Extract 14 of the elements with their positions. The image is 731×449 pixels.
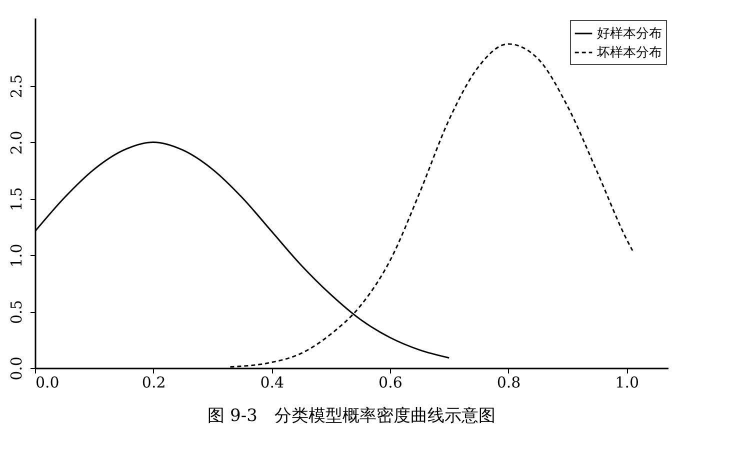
x-tick-label: 1.0	[615, 374, 640, 392]
x-tick-label: 0.8	[496, 374, 521, 392]
y-tick-label: 1.0	[8, 244, 26, 268]
x-tick-label: 0.0	[36, 374, 60, 392]
legend-label: 坏样本分布	[596, 46, 662, 60]
y-tick-label: 0.5	[8, 300, 26, 324]
x-tick-label: 0.6	[378, 374, 402, 392]
caption: 图 9-3 分类模型概率密度曲线示意图	[208, 406, 496, 426]
y-tick-label: 1.5	[8, 187, 26, 212]
y-tick-label: 2.0	[8, 130, 26, 155]
x-tick-label: 0.4	[260, 374, 284, 392]
y-tick-label: 2.5	[8, 74, 26, 98]
legend-label: 好样本分布	[597, 26, 662, 42]
x-tick-label: 0.2	[142, 374, 166, 392]
